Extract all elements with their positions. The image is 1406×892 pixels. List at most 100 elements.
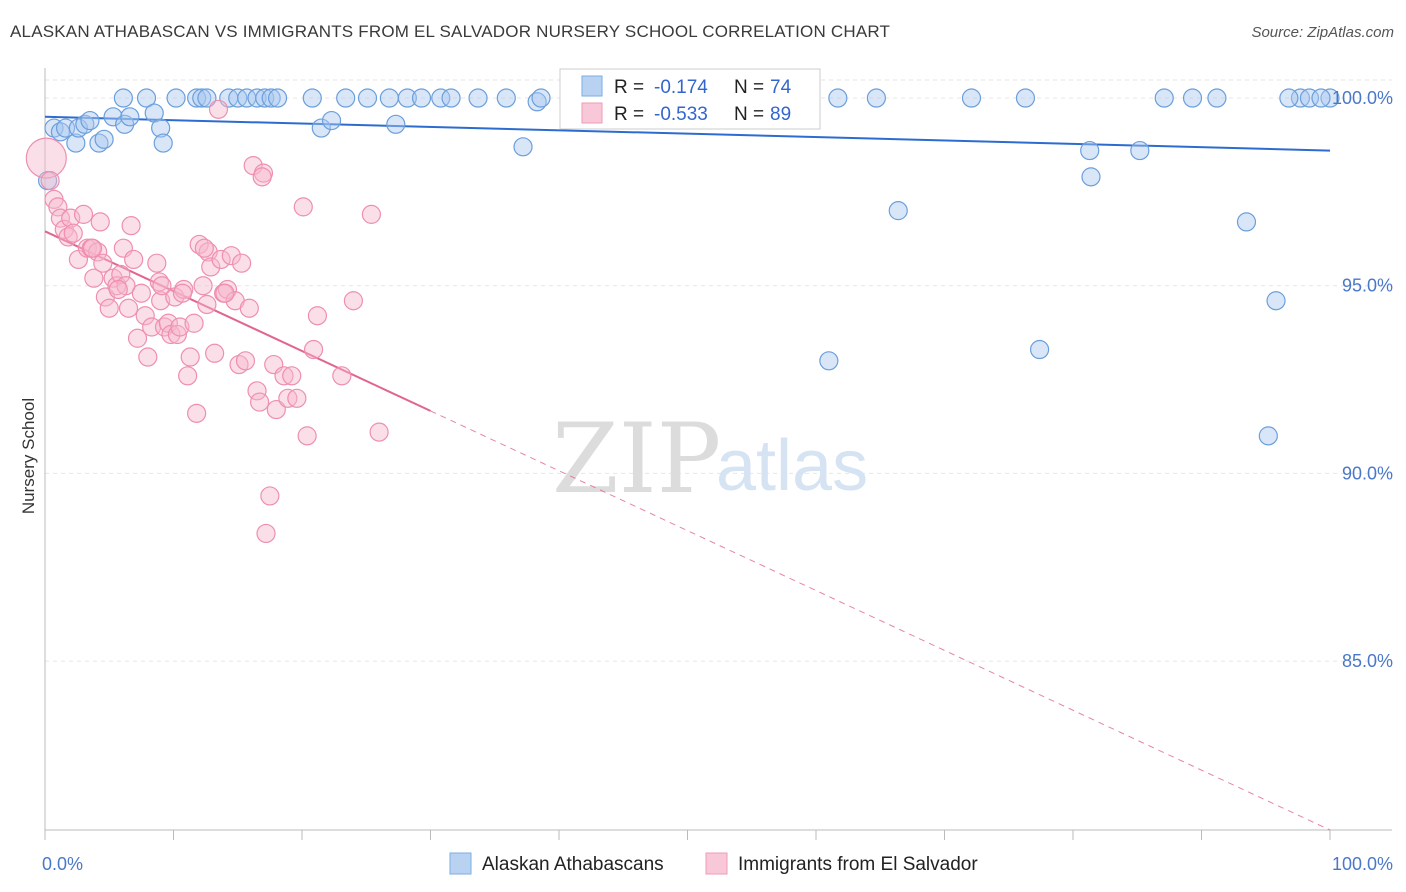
blue-point-14 [136,88,157,108]
blue-point-66 [1236,212,1257,232]
blue-point-62 [1130,140,1150,161]
pink-point-47 [193,276,213,296]
pink-point-8 [63,223,83,243]
blue-point-59 [1029,339,1050,360]
blue-point-36 [397,88,417,108]
pink-point-52 [208,99,229,119]
legend-label-blue: Alaskan Athabascans [482,854,664,875]
chart-title: ALASKAN ATHABASCAN VS IMMIGRANTS FROM EL… [10,22,891,41]
blue-point-63 [1154,88,1174,108]
pink-point-85 [108,279,128,300]
pink-point-0 [25,137,67,179]
pink-point-16 [93,253,113,273]
blue-point-40 [468,88,488,108]
blue-point-27 [261,88,281,108]
blue-point-17 [153,133,173,153]
pink-point-72 [282,366,302,386]
pink-point-1 [40,171,60,191]
pink-point-15 [90,212,110,232]
blue-point-18 [166,88,186,108]
blue-point-19 [187,88,207,108]
blue-point-68 [1266,291,1286,311]
blue-point-32 [336,88,356,108]
blue-point-56 [866,88,886,108]
pink-point-30 [138,347,158,367]
blue-point-64 [1182,88,1203,108]
stats-r-label-pink: R = [614,104,644,125]
pink-point-80 [361,204,381,224]
blue-point-2 [50,122,71,142]
pink-point-18 [99,298,119,318]
pink-point-32 [147,253,167,273]
pink-point-60 [235,351,256,371]
blue-point-30 [311,118,331,138]
blue-point-33 [357,88,378,108]
pink-point-27 [127,328,148,348]
blue-point-25 [247,88,267,108]
blue-point-61 [1081,167,1101,187]
pink-point-61 [239,298,259,318]
y-tick-label-2: 90.0% [1342,463,1393,483]
blue-point-57 [961,88,982,108]
stats-r-value-pink: -0.533 [654,104,708,125]
x-tick-label-0: 0.0% [42,854,83,874]
watermark-zip: ZIP [552,403,721,515]
blue-point-29 [302,88,322,108]
blue-point-34 [379,88,399,108]
pink-point-25 [121,216,141,236]
axes [44,68,1392,840]
pink-point-77 [307,306,328,326]
pink-point-76 [303,339,324,360]
pink-point-40 [170,317,190,337]
pink-point-45 [187,403,207,423]
blue-point-58 [1015,88,1036,108]
tick-labels: 100.0% 95.0% 90.0% 85.0% 0.0% 100.0% [42,88,1393,874]
pink-point-51 [205,343,225,363]
stats-r-value-blue: -0.174 [654,77,708,98]
pink-point-24 [118,298,139,318]
legend-swatch-blue [449,852,472,875]
blue-point-42 [527,92,547,112]
pink-point-84 [172,283,193,303]
stats-n-label-blue: N = [734,77,764,98]
pink-point-59 [232,253,252,273]
blue-point-55 [828,88,848,108]
blue-point-73 [1311,88,1331,108]
blue-point-38 [431,88,451,108]
blue-point-4 [66,133,86,153]
y-axis-label: Nursery School [19,398,38,514]
pink-point-69 [266,399,286,420]
trend-lines [44,115,1331,831]
blue-point-71 [1279,88,1299,108]
trend-line-pink-solid [44,230,431,412]
blue-point-35 [386,114,406,134]
pink-point-4 [50,208,71,228]
stats-swatch-pink [581,102,603,124]
pink-point-64 [249,392,270,412]
pink-point-79 [343,291,363,311]
stats-swatch-blue [581,75,603,97]
y-tick-label-1: 95.0% [1342,276,1393,296]
stats-n-label-pink: N = [734,104,764,125]
blue-point-9 [94,129,114,149]
blue-point-21 [197,88,217,108]
blue-point-7 [80,110,100,131]
stats-legend-box [559,68,821,130]
blue-point-54 [888,201,908,221]
source-credit: Source: ZipAtlas.com [1251,24,1394,41]
pink-point-21 [111,264,131,285]
stats-legend: R = -0.174 N = 74 R = -0.533 N = 89 [559,68,821,130]
blue-point-65 [1207,88,1227,108]
pink-point-86 [82,238,103,258]
stats-r-label-blue: R = [614,77,644,98]
stats-n-value-pink: 89 [770,104,791,125]
x-tick-label-1: 100.0% [1332,854,1393,874]
trend-line-pink-dashed [430,410,1331,831]
pink-point-83 [152,276,172,296]
blue-point-20 [192,88,212,108]
pink-point-87 [194,238,214,258]
blue-point-31 [321,110,342,131]
y-tick-label-0: 100.0% [1332,88,1393,108]
blue-point-12 [120,107,140,127]
pink-point-26 [124,249,144,270]
